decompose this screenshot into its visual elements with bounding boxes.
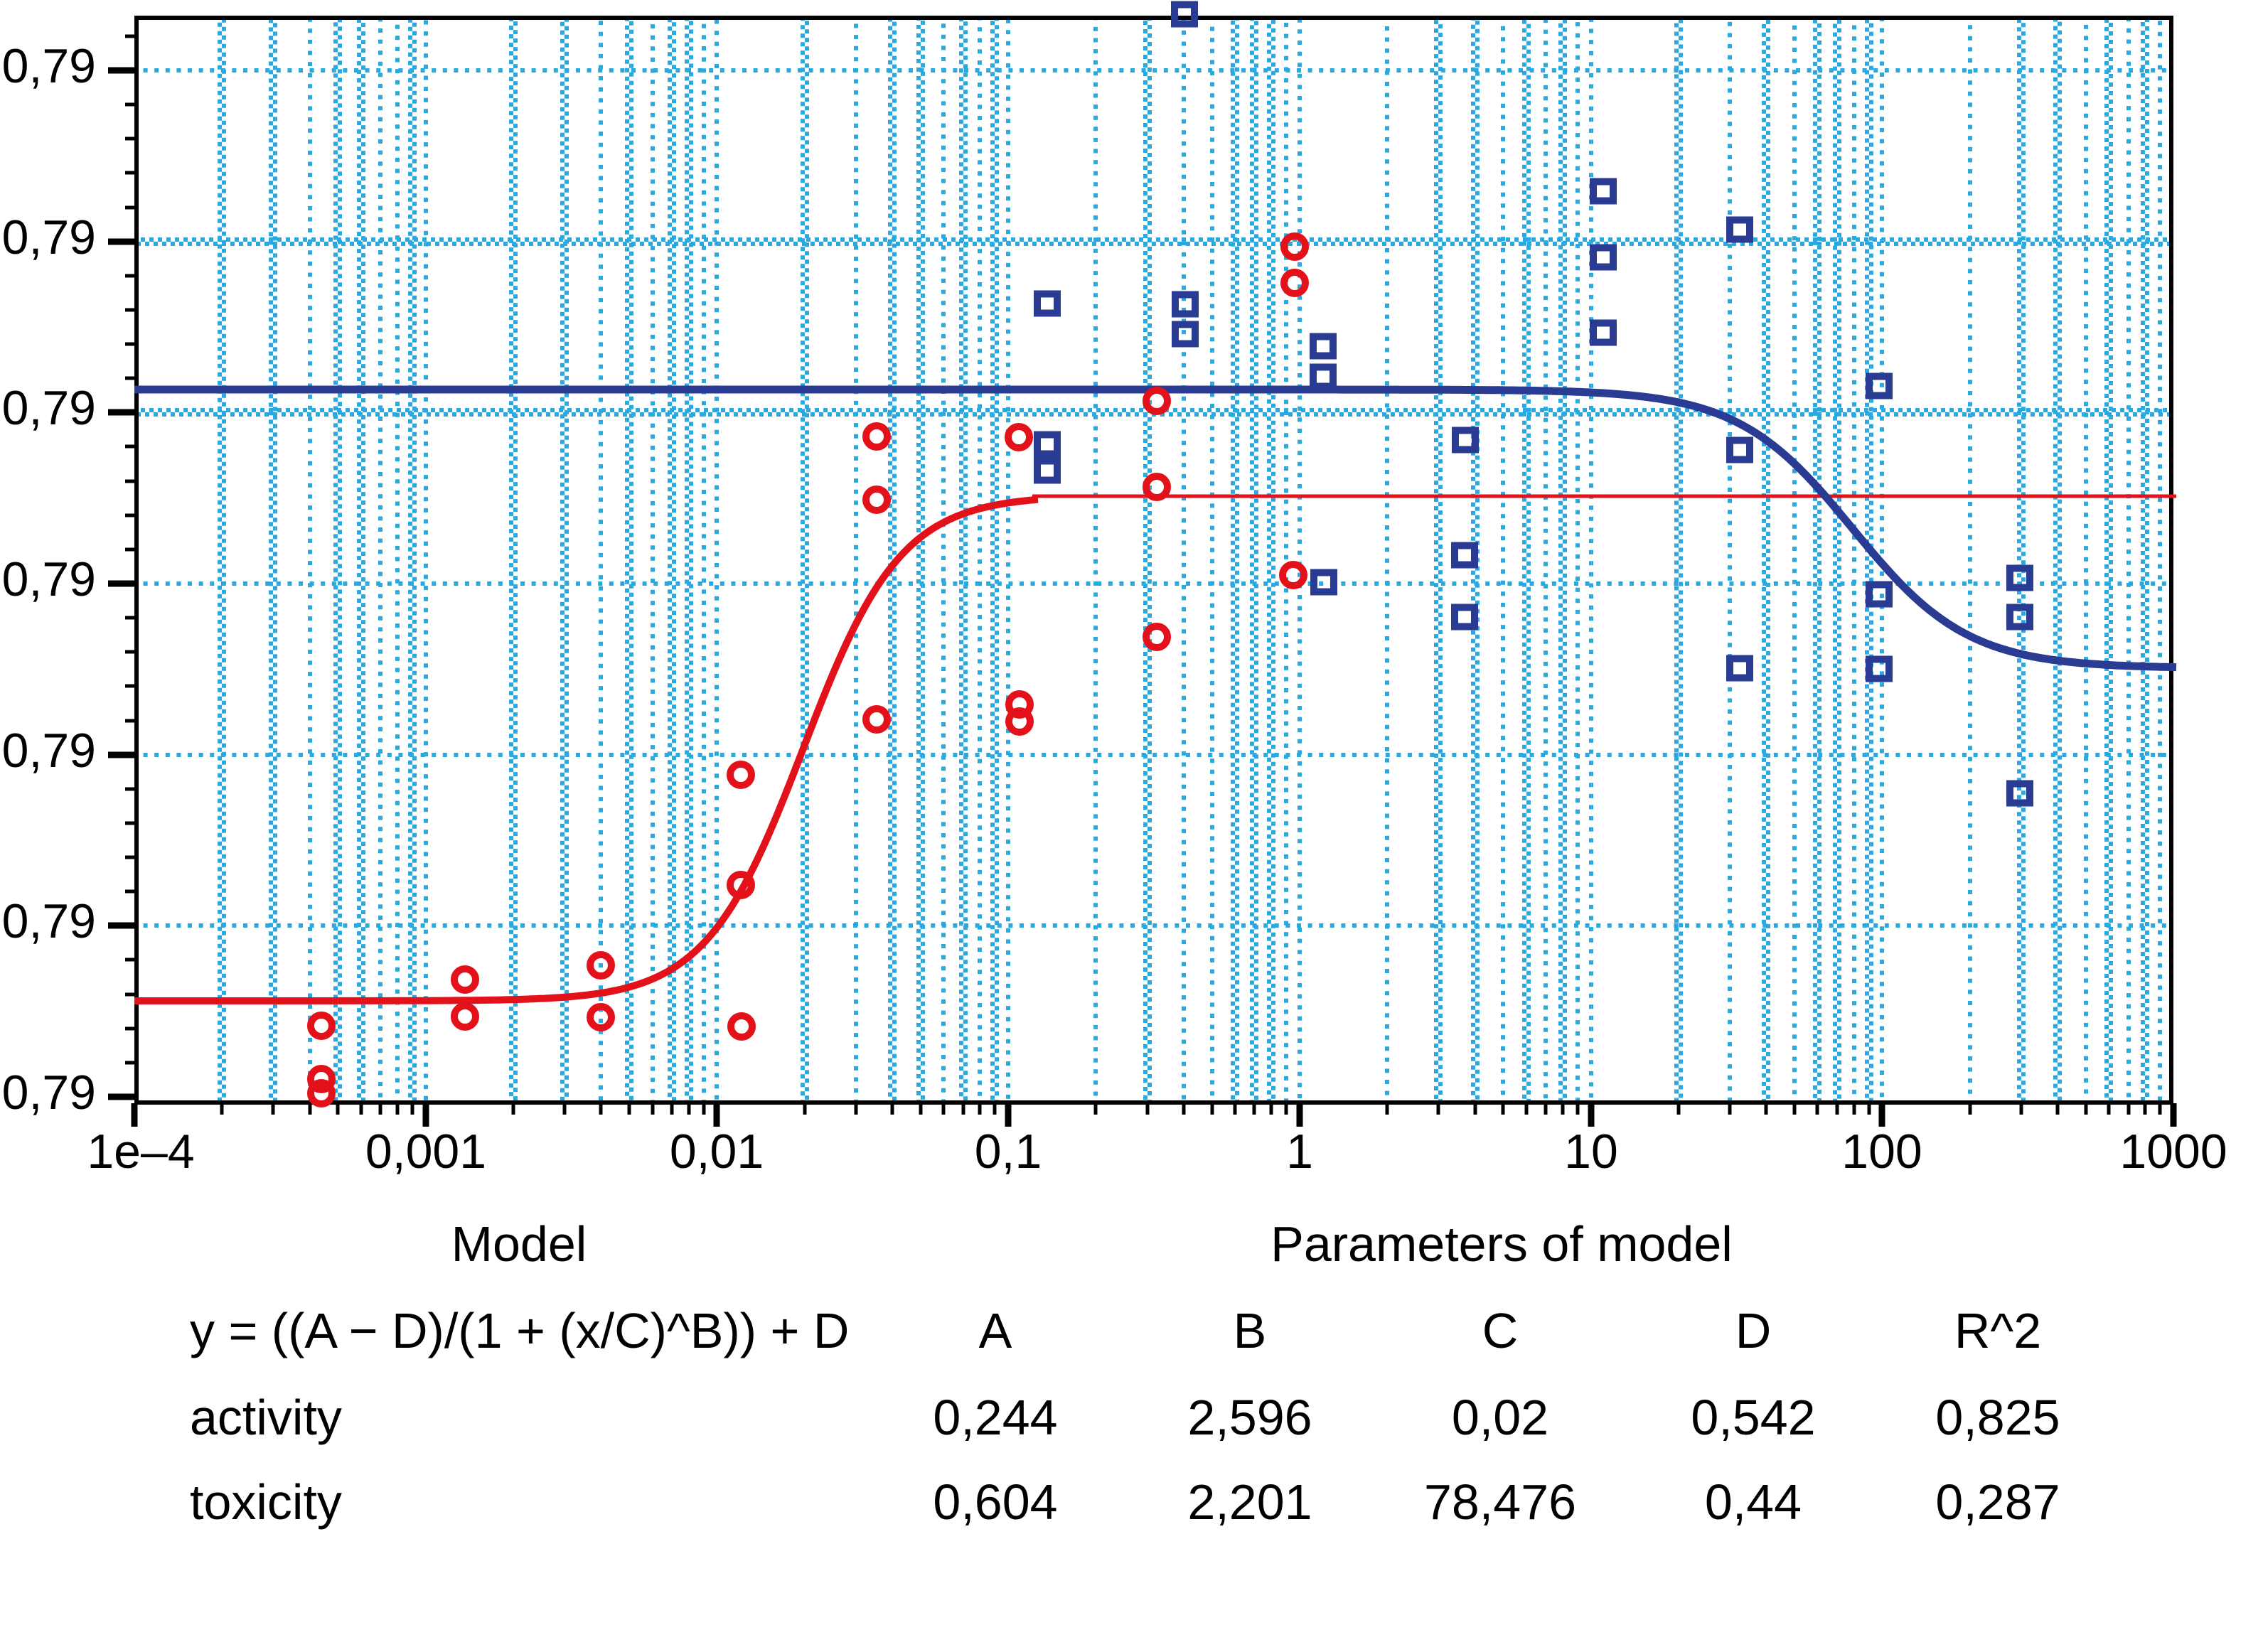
svg-text:10: 10 [1564, 1125, 1618, 1179]
svg-text:0,244: 0,244 [933, 1390, 1057, 1445]
svg-text:toxicity: toxicity [190, 1474, 342, 1530]
svg-text:A: A [979, 1303, 1012, 1358]
svg-text:0,79: 0,79 [2, 39, 96, 93]
svg-text:Model: Model [451, 1216, 587, 1272]
svg-text:0,79: 0,79 [2, 894, 96, 948]
svg-text:100: 100 [1841, 1125, 1922, 1179]
svg-text:B: B [1234, 1303, 1267, 1358]
svg-text:1e–4: 1e–4 [87, 1125, 194, 1179]
svg-text:78,476: 78,476 [1424, 1474, 1576, 1530]
svg-text:R^2: R^2 [1954, 1303, 2041, 1358]
svg-text:0,825: 0,825 [1935, 1390, 2060, 1445]
svg-text:0,02: 0,02 [1452, 1390, 1548, 1445]
svg-text:0,001: 0,001 [365, 1125, 486, 1179]
svg-text:C: C [1482, 1303, 1519, 1358]
svg-text:1000: 1000 [2119, 1125, 2227, 1179]
svg-text:y = ((A − D)/(1 + (x/C)^B)) +: y = ((A − D)/(1 + (x/C)^B)) + D [190, 1303, 849, 1358]
svg-text:activity: activity [190, 1390, 342, 1445]
svg-text:0,287: 0,287 [1935, 1474, 2060, 1530]
svg-text:0,44: 0,44 [1705, 1474, 1802, 1530]
svg-text:D: D [1735, 1303, 1772, 1358]
svg-text:2,201: 2,201 [1187, 1474, 1312, 1530]
svg-text:1: 1 [1286, 1125, 1313, 1179]
svg-text:2,596: 2,596 [1187, 1390, 1312, 1445]
svg-text:0,604: 0,604 [933, 1474, 1057, 1530]
svg-text:Parameters of model: Parameters of model [1270, 1216, 1733, 1272]
svg-text:0,01: 0,01 [670, 1125, 764, 1179]
svg-text:0,79: 0,79 [2, 724, 96, 778]
svg-text:0,79: 0,79 [2, 552, 96, 606]
svg-text:0,542: 0,542 [1691, 1390, 1815, 1445]
svg-text:0,1: 0,1 [975, 1125, 1042, 1179]
svg-text:0,79: 0,79 [2, 210, 96, 264]
svg-text:0,79: 0,79 [2, 1066, 96, 1120]
svg-text:0,79: 0,79 [2, 381, 96, 435]
